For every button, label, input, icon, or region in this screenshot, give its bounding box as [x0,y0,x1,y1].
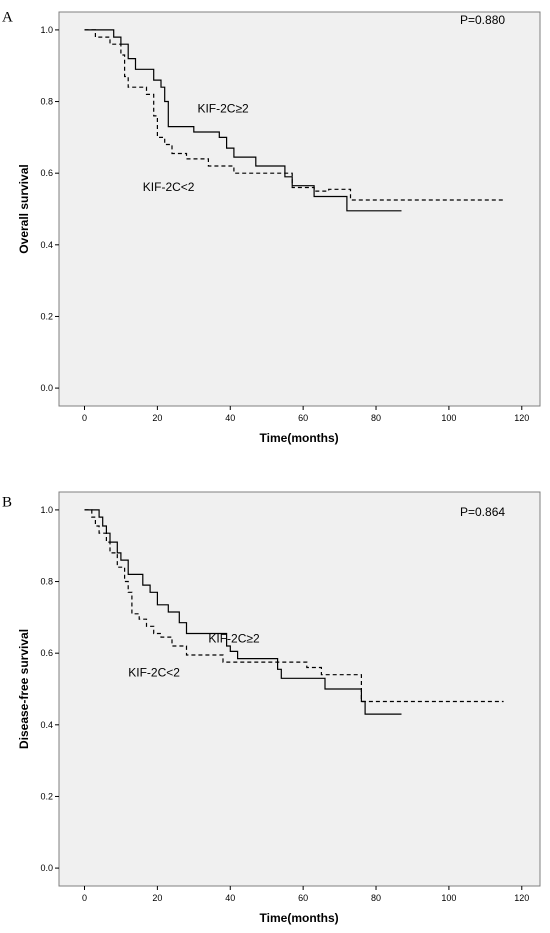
panel-b: B P=0.864 0.0 0.2 0.4 0.6 0.8 1.0 0 20 40 60 80 100 12… [2,491,541,925]
x-tick-label: 80 [371,893,381,903]
x-tick-label: 60 [298,413,308,423]
plot-area [58,11,541,407]
y-tick-label: 1.0 [40,505,53,515]
panel-a: A P=0.880 0.0 0.2 0.4 0.6 0.8 1.0 0 20 40 60 80 100 12… [2,10,541,445]
panel-label: A [2,10,13,26]
series-line-kif2c-low [84,509,504,703]
y-tick-label: 0.6 [40,168,53,178]
y-tick-label: 0.6 [40,648,53,658]
x-tick-label: 100 [441,413,456,423]
x-axis-title: Time(months) [260,431,339,445]
panel-label: B [2,495,12,511]
y-axis-title: Disease-free survival [17,629,31,749]
series-annotation: KIF-2C<2 [143,180,195,194]
x-tick-label: 120 [514,413,529,423]
x-tick-label: 40 [225,413,235,423]
p-value-label: P=0.864 [460,505,505,519]
y-tick-label: 0.4 [40,720,53,730]
plot-area [58,491,541,887]
y-tick-label: 1.0 [40,25,53,35]
y-tick-label: 0.0 [40,863,53,873]
series-line-kif2c-high [84,509,402,715]
x-tick-label: 20 [152,413,162,423]
x-tick-label: 60 [298,893,308,903]
series-annotation: KIF-2C≥2 [197,101,249,115]
y-axis-title: Overall survival [17,164,31,253]
series-annotation: KIF-2C≥2 [208,631,260,645]
x-tick-label: 80 [371,413,381,423]
series-line-kif2c-low [84,29,504,201]
x-axis-title: Time(months) [260,911,339,925]
y-tick-label: 0.2 [40,311,53,321]
series-line-kif2c-high [84,29,402,212]
series-annotation: KIF-2C<2 [128,665,180,679]
y-tick-label: 0.8 [40,577,53,587]
y-tick-label: 0.2 [40,791,53,801]
x-tick-label: 120 [514,893,529,903]
x-tick-label: 0 [82,413,87,423]
x-tick-label: 40 [225,893,235,903]
p-value-label: P=0.880 [460,13,505,27]
x-tick-label: 100 [441,893,456,903]
x-tick-label: 0 [82,893,87,903]
x-tick-label: 20 [152,893,162,903]
y-tick-label: 0.0 [40,383,53,393]
y-tick-label: 0.8 [40,97,53,107]
y-tick-label: 0.4 [40,240,53,250]
